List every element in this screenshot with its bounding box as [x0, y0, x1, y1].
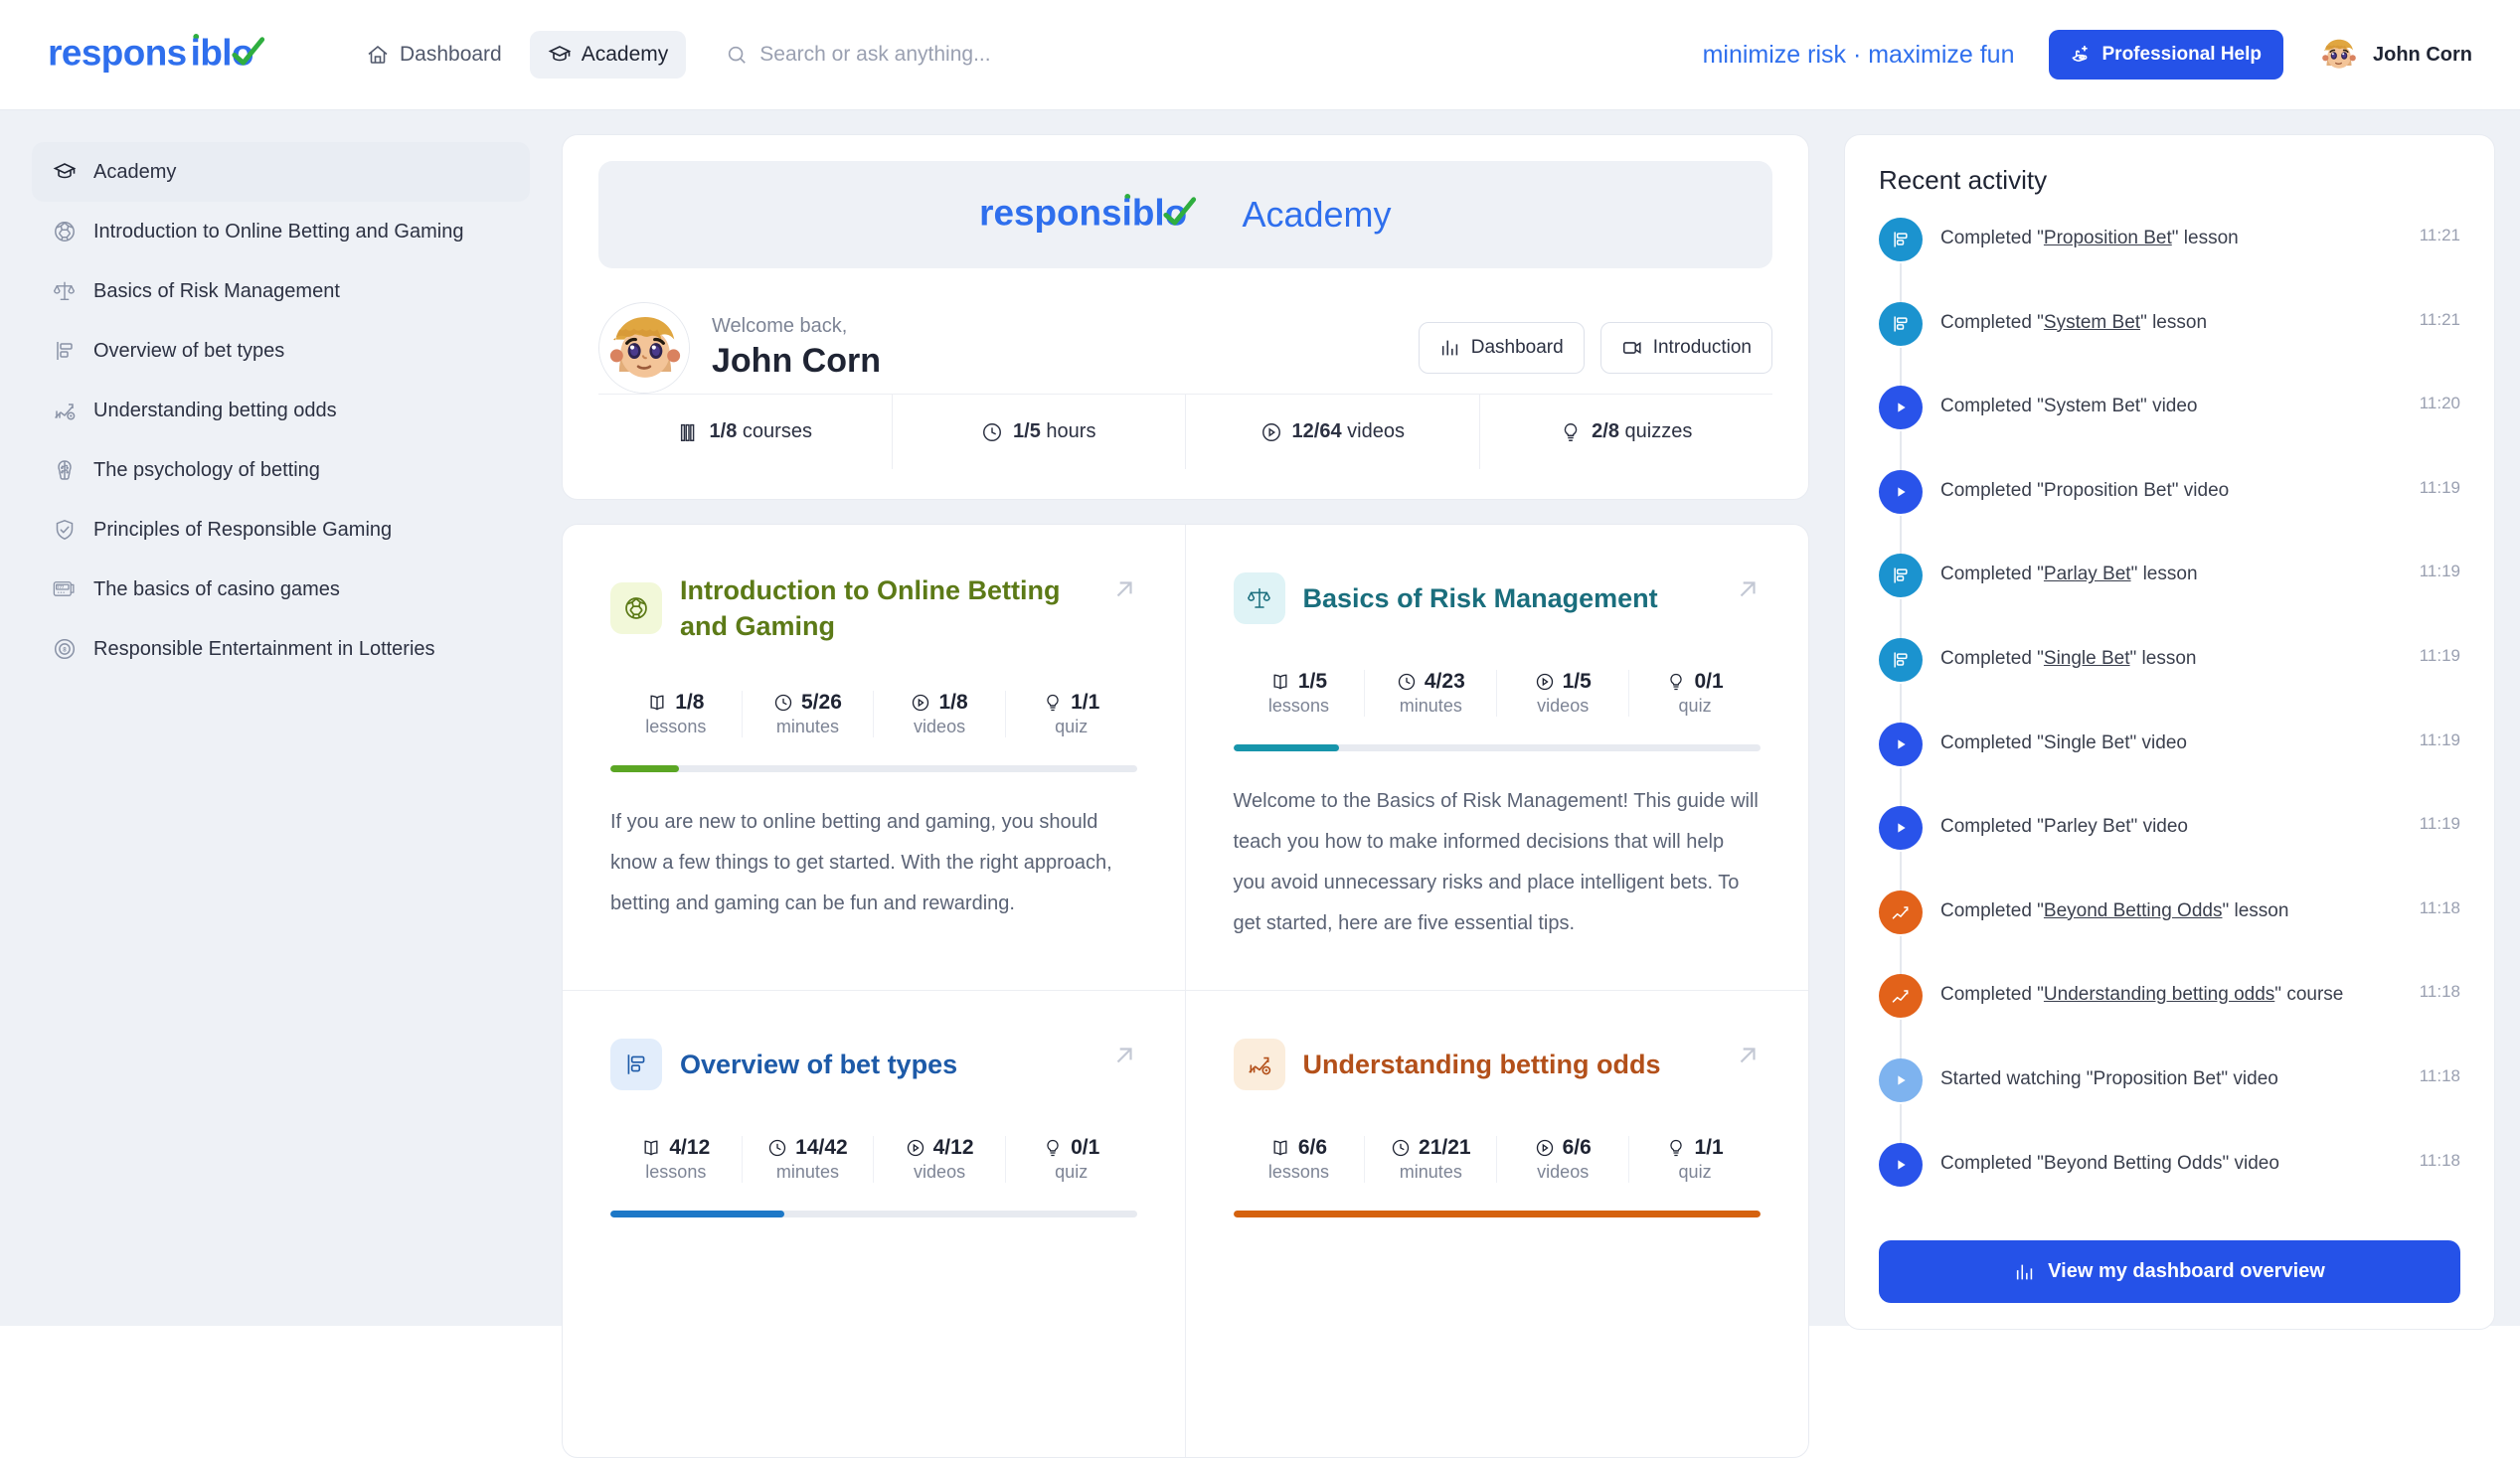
svg-text:777: 777 [57, 584, 65, 589]
svg-text:respons: respons [48, 33, 186, 73]
svg-text:iblo: iblo [1122, 193, 1188, 233]
svg-text:8: 8 [63, 646, 67, 653]
svg-text:iblo: iblo [191, 33, 253, 73]
svg-text:respons: respons [980, 193, 1122, 233]
